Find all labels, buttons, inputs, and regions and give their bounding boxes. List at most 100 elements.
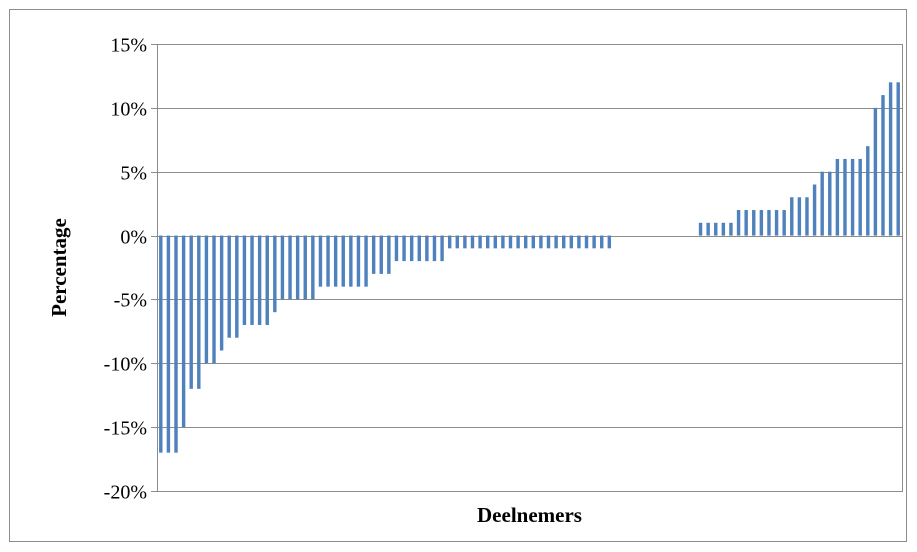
bar bbox=[447, 235, 452, 249]
bar bbox=[197, 235, 201, 389]
bar bbox=[516, 235, 520, 249]
bar bbox=[333, 235, 338, 287]
bar bbox=[714, 222, 718, 236]
bar bbox=[592, 235, 596, 249]
bar bbox=[387, 235, 391, 274]
bar bbox=[584, 235, 589, 249]
bar bbox=[295, 235, 300, 300]
bar bbox=[805, 197, 809, 236]
bar bbox=[402, 235, 406, 262]
bar bbox=[174, 235, 178, 453]
bar bbox=[189, 235, 193, 389]
bar bbox=[562, 235, 566, 249]
bar bbox=[774, 210, 779, 236]
bar bbox=[607, 235, 612, 249]
bar bbox=[409, 235, 414, 262]
y-tick-labels: 15% 10% 5% 0% -5% -10% -15% -20% bbox=[104, 35, 147, 504]
bar bbox=[318, 235, 323, 287]
bar bbox=[364, 235, 368, 287]
bars bbox=[159, 82, 900, 453]
y-axis-title: Percentage bbox=[47, 218, 71, 317]
bar bbox=[797, 197, 802, 236]
bar bbox=[820, 171, 824, 236]
bar bbox=[417, 235, 421, 262]
y-tick-label: -20% bbox=[104, 482, 147, 504]
bar bbox=[767, 210, 771, 236]
bar bbox=[729, 222, 733, 236]
bar bbox=[341, 235, 345, 287]
bar bbox=[706, 222, 710, 236]
bar bbox=[212, 235, 216, 364]
bar bbox=[485, 235, 490, 249]
y-tick-label: 0% bbox=[120, 227, 147, 249]
bar bbox=[493, 235, 497, 249]
bar bbox=[752, 210, 756, 236]
bar bbox=[478, 235, 482, 249]
bar bbox=[881, 95, 885, 236]
bar bbox=[425, 235, 429, 262]
bar bbox=[721, 222, 726, 236]
bar bbox=[858, 158, 862, 236]
plot-area-border bbox=[157, 44, 903, 492]
bar bbox=[812, 184, 817, 236]
bar bbox=[850, 158, 855, 236]
bar bbox=[288, 235, 292, 300]
bar bbox=[219, 235, 224, 351]
bar bbox=[204, 235, 209, 364]
bar bbox=[440, 235, 444, 262]
bar bbox=[432, 235, 437, 262]
bar bbox=[235, 235, 239, 338]
bar bbox=[394, 235, 399, 262]
bar bbox=[508, 235, 513, 249]
bar bbox=[463, 235, 467, 249]
bar bbox=[782, 210, 786, 236]
y-tick-label: -10% bbox=[104, 354, 147, 376]
bar bbox=[866, 146, 870, 236]
bar bbox=[371, 235, 376, 274]
bar bbox=[470, 235, 475, 249]
bar bbox=[539, 235, 543, 249]
bar bbox=[600, 235, 604, 249]
bar bbox=[828, 171, 832, 236]
bar bbox=[250, 235, 254, 325]
bar bbox=[280, 235, 285, 300]
bar bbox=[759, 210, 764, 236]
y-tick-label: 5% bbox=[120, 163, 147, 185]
bar bbox=[698, 222, 703, 236]
bar bbox=[554, 235, 558, 249]
bar bbox=[873, 107, 878, 236]
bar bbox=[311, 235, 315, 300]
bar bbox=[242, 235, 247, 325]
bar bbox=[349, 235, 353, 287]
bar bbox=[888, 82, 893, 236]
y-tick-label: 10% bbox=[110, 99, 147, 121]
bar bbox=[303, 235, 307, 300]
bar bbox=[265, 235, 269, 325]
y-tick-label: -5% bbox=[114, 290, 147, 312]
bar bbox=[577, 235, 581, 249]
bar bbox=[273, 235, 277, 313]
bar bbox=[835, 158, 840, 236]
bar bbox=[790, 197, 794, 236]
bar bbox=[257, 235, 262, 325]
bar bbox=[523, 235, 528, 249]
bar bbox=[744, 210, 748, 236]
bar bbox=[326, 235, 330, 287]
bar bbox=[569, 235, 574, 249]
bar bbox=[736, 210, 741, 236]
bar bbox=[843, 158, 847, 236]
bar bbox=[531, 235, 536, 249]
x-axis-title: Deelnemers bbox=[477, 503, 582, 527]
bar bbox=[166, 235, 171, 453]
bar bbox=[227, 235, 231, 338]
bar bbox=[379, 235, 383, 274]
bar bbox=[896, 82, 900, 236]
y-tick-label: -15% bbox=[104, 418, 147, 440]
chart-outer-border bbox=[9, 9, 907, 542]
bar bbox=[455, 235, 459, 249]
bar bbox=[159, 235, 163, 453]
y-tick-label: 15% bbox=[110, 35, 147, 57]
bar bbox=[181, 235, 186, 428]
